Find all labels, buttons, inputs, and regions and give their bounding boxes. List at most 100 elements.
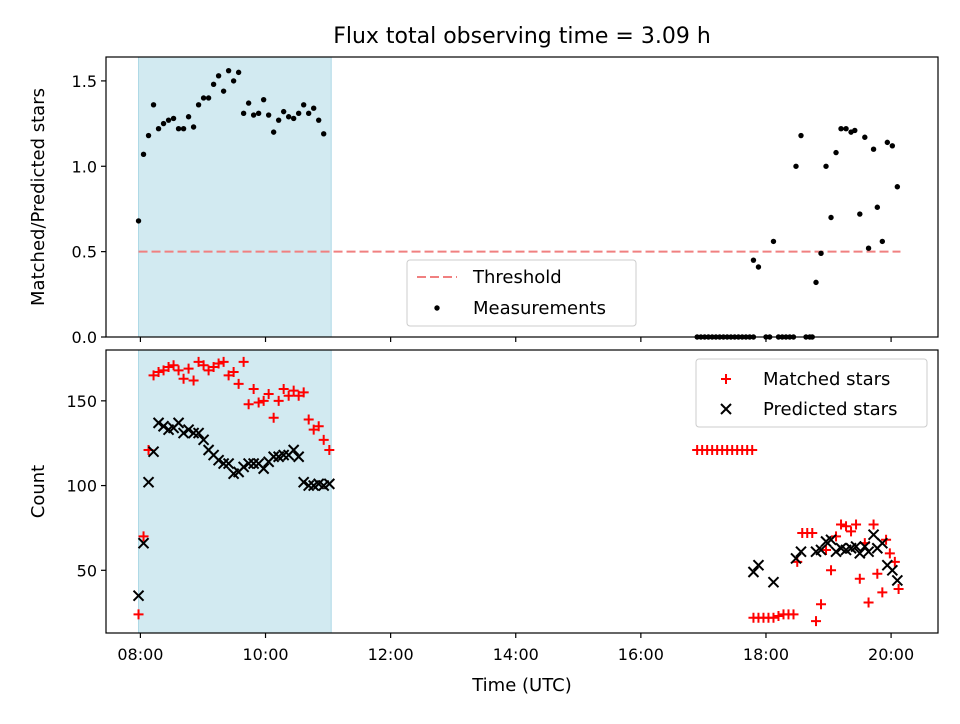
bottom-x-tick-label: 20:00: [868, 645, 914, 664]
data-point: [180, 126, 187, 132]
data-point: [323, 478, 336, 490]
data-point: [285, 114, 292, 120]
data-point: [320, 131, 327, 137]
data-point: [152, 417, 165, 429]
top-y-tick-label: 1.0: [72, 157, 97, 176]
data-point: [265, 112, 272, 118]
data-point: [826, 565, 837, 576]
data-point: [242, 457, 255, 470]
legend-threshold-label: Threshold: [472, 267, 562, 288]
data-point: [175, 126, 182, 132]
data-point: [773, 611, 784, 622]
data-point: [857, 211, 863, 217]
data-point: [135, 218, 142, 224]
data-point: [253, 397, 264, 408]
legend-predicted-label: Predicted stars: [763, 399, 897, 420]
top-y-tick-label: 1.5: [72, 72, 97, 91]
data-point: [828, 214, 834, 221]
data-point: [245, 100, 252, 106]
data-point: [230, 78, 237, 84]
chart-title: Flux total observing time = 3.09 h: [333, 24, 711, 49]
data-point: [854, 573, 865, 584]
data-point: [183, 363, 194, 374]
bottom-x-tick-label: 10:00: [242, 645, 288, 664]
data-point: [290, 115, 297, 122]
data-point: [263, 389, 274, 400]
data-point: [173, 365, 184, 376]
legend-box: [406, 259, 637, 327]
data-point: [210, 81, 217, 88]
data-point: [142, 476, 155, 488]
data-point: [165, 117, 172, 123]
data-point: [867, 529, 880, 541]
bottom-x-tick-label: 12:00: [368, 645, 414, 664]
data-point: [178, 373, 189, 384]
top-y-tick-label: 0.5: [72, 243, 97, 262]
data-point: [170, 115, 177, 122]
data-point: [277, 449, 290, 461]
data-point: [891, 574, 904, 587]
data-point: [133, 609, 144, 620]
data-point: [821, 544, 832, 555]
data-point: [278, 383, 289, 394]
legend-matched-swatch: [721, 374, 731, 384]
data-point: [283, 390, 294, 401]
series-predicted-stars: [132, 417, 904, 602]
data-point: [862, 545, 875, 558]
data-point: [851, 519, 862, 530]
data-point: [310, 105, 317, 111]
legend-box: [695, 358, 928, 428]
data-point: [813, 279, 819, 286]
data-point: [816, 599, 827, 610]
data-point: [157, 420, 170, 432]
data-point: [795, 545, 807, 558]
data-point: [790, 552, 802, 565]
legend-measurements-label: Measurements: [473, 298, 606, 319]
data-point: [198, 360, 209, 371]
data-point: [836, 519, 847, 530]
data-point: [217, 457, 230, 470]
data-point: [228, 367, 239, 378]
data-point: [818, 250, 824, 257]
data-point: [874, 204, 881, 210]
data-point: [879, 238, 886, 245]
data-point: [177, 427, 190, 439]
data-point: [838, 126, 844, 132]
data-point: [877, 587, 888, 598]
bottom-y-tick-label: 50: [77, 561, 97, 580]
data-point: [155, 126, 162, 132]
data-point: [292, 451, 305, 463]
data-point: [305, 110, 312, 117]
data-point: [235, 69, 242, 76]
bottom-x-tick-label: 16:00: [618, 645, 664, 664]
top-panel: 0.0 0.5 1.0 1.5 Matched/Predicted stars Thres…: [28, 56, 939, 347]
data-point: [303, 414, 314, 425]
data-point: [200, 95, 207, 101]
data-point: [258, 395, 269, 406]
data-point: [833, 149, 839, 156]
data-point: [870, 146, 877, 152]
data-point: [237, 461, 250, 473]
data-point: [225, 67, 232, 74]
data-point: [268, 412, 279, 423]
data-point: [755, 264, 762, 270]
data-point: [846, 526, 857, 537]
data-point: [287, 444, 300, 456]
data-point: [240, 110, 247, 117]
bottom-x-tick-label: 18:00: [743, 645, 789, 664]
data-point: [215, 73, 222, 79]
data-point: [132, 590, 145, 602]
data-point: [868, 519, 879, 530]
data-point: [205, 95, 212, 101]
top-y-axis-label: Matched/Predicted stars: [28, 88, 49, 306]
data-point: [150, 102, 157, 108]
top-axes-frame: [105, 56, 939, 338]
data-point: [297, 476, 310, 488]
data-point: [255, 110, 262, 117]
bottom-panel: 50 100 150 08:00 10:00 12:00 14:00 16:00 18:00 20…: [28, 349, 939, 664]
bottom-legend: Matched stars Predicted stars: [695, 358, 928, 428]
data-point: [138, 531, 149, 542]
data-point: [324, 444, 335, 455]
data-point: [843, 126, 849, 132]
